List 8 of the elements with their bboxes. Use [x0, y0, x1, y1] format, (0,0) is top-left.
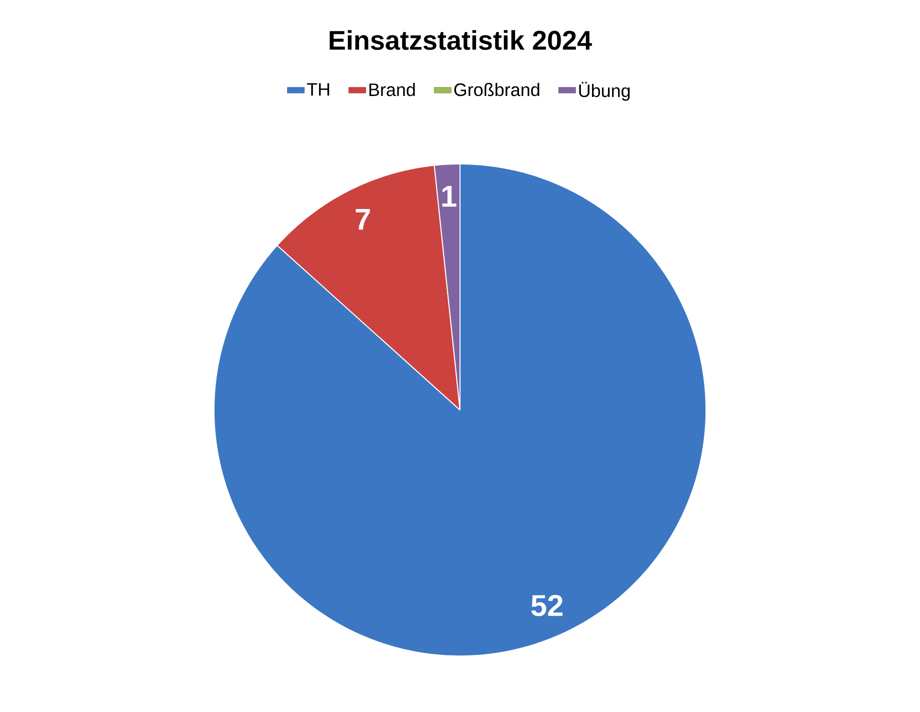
legend-label: Brand: [369, 82, 415, 96]
legend-label: Großbrand: [454, 82, 540, 96]
legend-label: Übung: [579, 82, 630, 101]
legend-label: TH: [306, 83, 330, 96]
chart-title: Einsatzstatistik 2024: [330, 30, 592, 50]
data-label: 52: [531, 594, 563, 616]
data-label: 7: [356, 208, 370, 230]
data-label: 1: [442, 186, 456, 207]
